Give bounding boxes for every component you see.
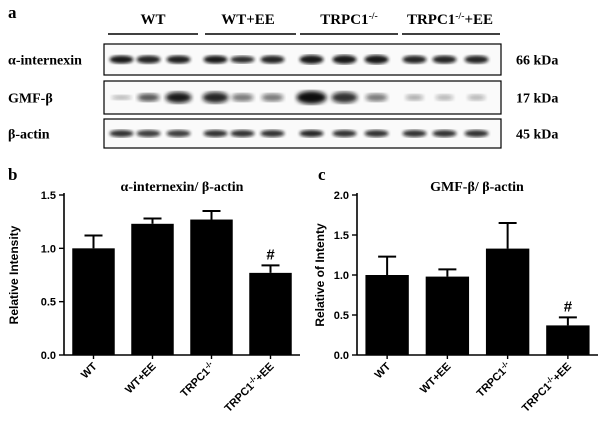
y-tick-label: 1.0 xyxy=(41,243,56,255)
blot-size-label: 66 kDa xyxy=(516,54,558,69)
blot-band xyxy=(136,130,161,137)
blot-band xyxy=(230,130,255,137)
blot-band xyxy=(203,130,228,137)
blot-band xyxy=(166,55,191,64)
blot-band xyxy=(203,55,228,64)
significance-marker: # xyxy=(266,246,275,263)
y-axis-label: Relative of Intenty xyxy=(313,223,327,327)
western-blots: α-internexin 66 kDa GMF-β 17 kDa β-actin 45 k… xyxy=(8,43,558,149)
panel-a-label: a xyxy=(8,3,17,22)
blot-band xyxy=(109,55,134,64)
blot-band xyxy=(109,130,134,137)
bar xyxy=(425,276,470,355)
bar xyxy=(365,275,409,355)
blot-band xyxy=(364,55,389,64)
blot-band xyxy=(261,93,284,102)
blot-band xyxy=(467,94,486,101)
bar xyxy=(131,223,174,355)
x-tick-label: TRPC1-/-+EE xyxy=(221,359,277,415)
blot-band xyxy=(331,92,358,103)
bar xyxy=(546,325,590,355)
chart-c: c GMF-β/ β-actin Relative of Intenty 0.0 0.5… xyxy=(313,165,598,415)
blot-band xyxy=(402,55,427,64)
blot-protein-label: GMF-β xyxy=(8,92,53,107)
bar xyxy=(485,248,530,355)
blot-band xyxy=(299,55,324,64)
blot-band xyxy=(260,55,285,64)
blot-band xyxy=(231,93,254,102)
chart-title: α-internexin/ β-actin xyxy=(121,180,244,195)
blot-band xyxy=(364,130,389,137)
blot-band xyxy=(332,55,357,64)
blot-band xyxy=(464,55,489,64)
y-tick-label: 0.0 xyxy=(41,350,56,362)
y-tick-label: 1.0 xyxy=(334,270,349,282)
blot-group-label: WT+EE xyxy=(221,12,275,28)
blot-band xyxy=(166,130,191,137)
x-tick-label: TRPC1-/- xyxy=(177,359,218,400)
y-tick-label: 2.0 xyxy=(334,190,349,202)
blot-group-headers: WT WT+EE TRPC1-/- TRPC1-/-+EE xyxy=(108,11,500,35)
blot-band xyxy=(402,130,427,137)
blot-band xyxy=(202,92,229,103)
panel-label: c xyxy=(318,165,326,184)
blot-group-label: TRPC1-/- xyxy=(320,11,378,29)
x-tick-label: TRPC1-/- xyxy=(473,359,514,400)
y-tick-label: 0.5 xyxy=(41,297,56,309)
significance-marker: # xyxy=(564,298,573,315)
blot-band xyxy=(365,93,388,102)
y-tick-label: 1.5 xyxy=(334,230,349,242)
blot-band xyxy=(405,94,424,101)
blot-band xyxy=(136,55,161,64)
chart-title: GMF-β/ β-actin xyxy=(430,180,524,195)
blot-band xyxy=(296,91,327,104)
blot-group-label: TRPC1-/-+EE xyxy=(407,11,493,29)
blot-band xyxy=(299,130,324,137)
blot-protein-label: α-internexin xyxy=(8,54,82,69)
blot-group-label: WT xyxy=(140,12,165,28)
x-tick-label: WT+EE xyxy=(418,361,453,396)
x-tick-label: WT+EE xyxy=(123,361,158,396)
blot-band xyxy=(260,130,285,137)
x-tick-label: WT xyxy=(79,360,100,381)
blot-band xyxy=(230,56,255,63)
blot-protein-label: β-actin xyxy=(8,128,50,143)
y-axis-label: Relative Intensity xyxy=(7,225,21,324)
blot-band xyxy=(137,93,160,102)
y-tick-label: 1.5 xyxy=(41,190,56,202)
x-tick-label: TRPC1-/-+EE xyxy=(518,359,574,415)
blot-band xyxy=(432,130,457,137)
blot-size-label: 17 kDa xyxy=(516,92,558,107)
blot-band xyxy=(332,130,357,137)
bar xyxy=(72,248,115,355)
blot-size-label: 45 kDa xyxy=(516,128,558,143)
blot-band xyxy=(111,95,132,100)
blot-band xyxy=(165,92,192,103)
y-tick-label: 0.5 xyxy=(334,310,349,322)
chart-b: b α-internexin/ β-actin Relative Intensity… xyxy=(7,165,300,415)
panel-label: b xyxy=(8,165,17,184)
y-tick-label: 0.0 xyxy=(334,350,349,362)
x-tick-label: WT xyxy=(373,360,394,381)
bar xyxy=(190,219,233,355)
blot-band xyxy=(464,130,489,137)
bar xyxy=(249,272,292,355)
blot-band xyxy=(435,94,454,101)
blot-band xyxy=(432,55,457,64)
